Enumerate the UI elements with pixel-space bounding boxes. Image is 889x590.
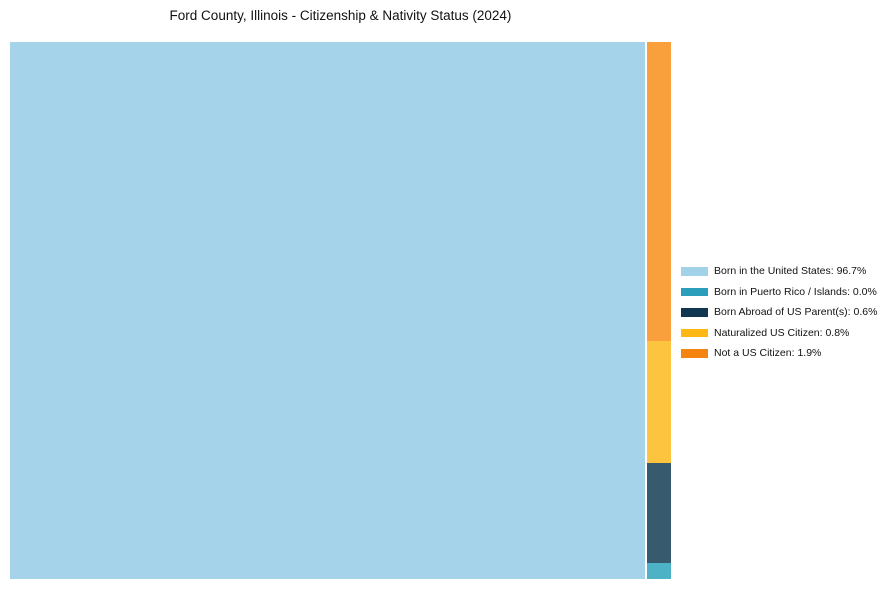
legend-label-naturalized-us-citizen: Naturalized US Citizen: 0.8% bbox=[714, 326, 850, 339]
treemap-cell-born-abroad-of-us-parents[interactable] bbox=[647, 463, 671, 563]
legend-swatch-born-in-us bbox=[681, 267, 708, 276]
legend: Born in the United States: 96.7% Born in… bbox=[681, 266, 877, 369]
legend-swatch-born-in-puerto-rico-islands bbox=[681, 287, 708, 296]
treemap-plot bbox=[10, 42, 671, 579]
treemap-cell-born-in-puerto-rico-islands[interactable] bbox=[647, 563, 671, 579]
chart-title: Ford County, Illinois - Citizenship & Na… bbox=[169, 8, 512, 23]
legend-label-born-in-us: Born in the United States: 96.7% bbox=[714, 265, 867, 277]
legend-item-born-abroad-of-us-parents[interactable]: Born Abroad of US Parent(s): 0.6% bbox=[681, 307, 877, 318]
legend-label-born-abroad-of-us-parents: Born Abroad of US Parent(s): 0.6% bbox=[714, 306, 878, 318]
legend-swatch-naturalized-us-citizen bbox=[681, 328, 708, 337]
treemap-cell-naturalized-us-citizen[interactable] bbox=[647, 341, 671, 463]
legend-label-not-a-us-citizen: Not a US Citizen: 1.9% bbox=[714, 347, 822, 359]
legend-item-not-a-us-citizen[interactable]: Not a US Citizen: 1.9% bbox=[681, 348, 877, 359]
legend-swatch-born-abroad-of-us-parents bbox=[681, 308, 708, 317]
legend-item-born-in-us[interactable]: Born in the United States: 96.7% bbox=[681, 266, 877, 277]
treemap-cell-born-in-us[interactable] bbox=[10, 42, 645, 579]
legend-item-born-in-puerto-rico-islands[interactable]: Born in Puerto Rico / Islands: 0.0% bbox=[681, 285, 877, 298]
legend-item-naturalized-us-citizen[interactable]: Naturalized US Citizen: 0.8% bbox=[681, 326, 877, 339]
treemap-cell-not-a-us-citizen[interactable] bbox=[647, 42, 671, 341]
legend-label-born-in-puerto-rico-islands: Born in Puerto Rico / Islands: 0.0% bbox=[714, 285, 877, 298]
legend-swatch-not-a-us-citizen bbox=[681, 349, 708, 358]
